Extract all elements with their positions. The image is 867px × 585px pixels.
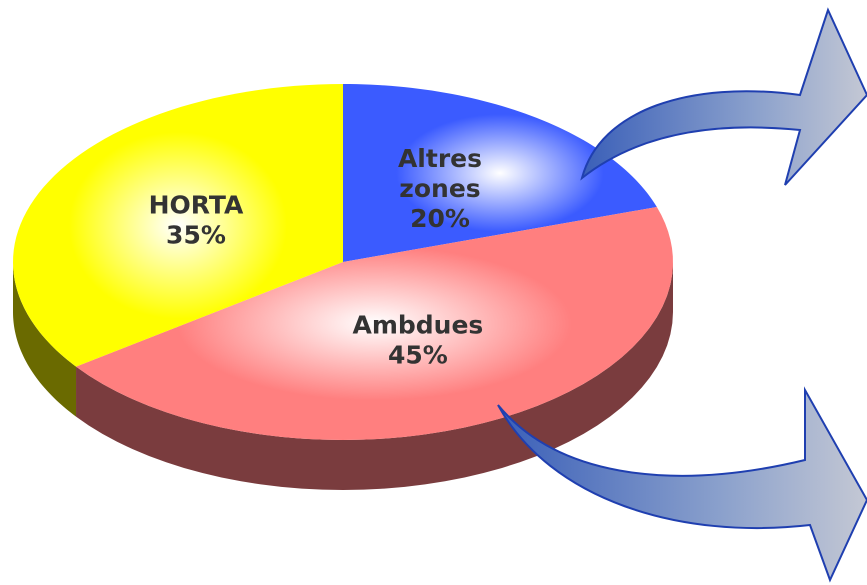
arrow-lower xyxy=(497,386,867,583)
slice-label: Altres zones xyxy=(398,144,482,203)
slice-value-label: 20% xyxy=(410,204,470,233)
pie xyxy=(13,84,673,490)
slice-value-label: 35% xyxy=(166,221,226,250)
slice xyxy=(343,84,657,262)
slice-label: Ambdues xyxy=(352,310,483,339)
slice xyxy=(76,206,673,440)
slice-side xyxy=(13,262,77,417)
slice-label: HORTA xyxy=(149,191,244,220)
slice xyxy=(13,84,344,367)
slice-value-label: 45% xyxy=(388,340,448,369)
arrow-upper xyxy=(580,7,867,186)
